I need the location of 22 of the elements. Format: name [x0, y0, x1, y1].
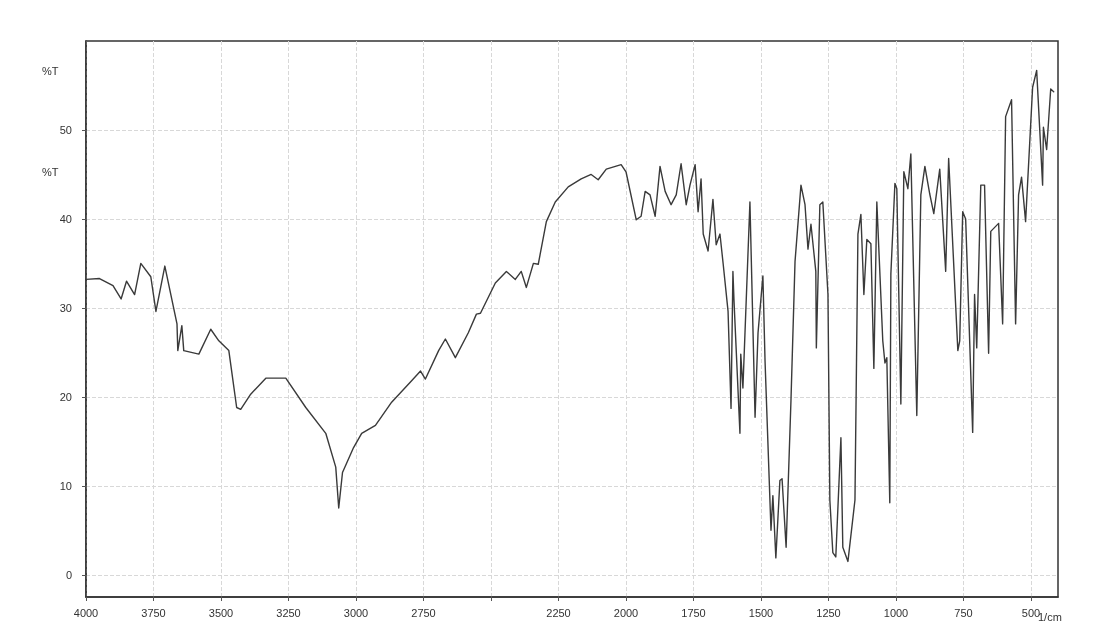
- text: %T: [42, 165, 59, 178]
- x-tick-label: 3750: [141, 606, 166, 619]
- x-tick-label: 4000: [73, 606, 99, 619]
- x-tick-label: 750: [954, 606, 973, 619]
- x-tick-label: 500: [1021, 606, 1041, 619]
- y-tick-label: 30: [59, 301, 72, 314]
- y-tick-label: 40: [59, 212, 72, 225]
- x-tick-label: 1250: [816, 606, 841, 619]
- x-tick-label: 2250: [546, 606, 571, 619]
- y-tick-label: 0: [65, 568, 72, 581]
- y-tick-label: 50: [59, 123, 72, 136]
- y-tick-label: 20: [59, 390, 72, 403]
- x-tick-label: 1750: [681, 606, 706, 619]
- x-tick-label: 3250: [276, 606, 301, 619]
- x-tick-label: 3500: [208, 606, 234, 619]
- x-tick-label: 2750: [411, 606, 436, 619]
- x-tick-label: 1000: [883, 606, 909, 619]
- y-axis-title: %T: [42, 64, 59, 77]
- y-tick-label: 10: [59, 479, 72, 492]
- x-tick-label: 1500: [748, 606, 774, 619]
- x-tick-label: 2000: [613, 606, 639, 619]
- x-tick-label: 3000: [343, 606, 369, 619]
